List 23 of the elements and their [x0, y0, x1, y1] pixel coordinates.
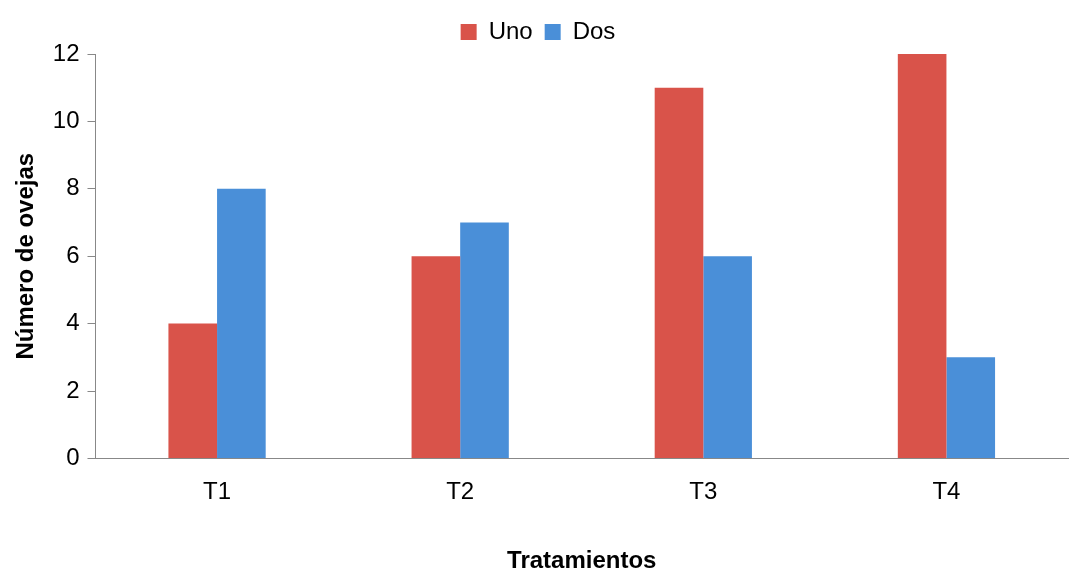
- bar: [168, 323, 218, 458]
- x-tick-label: T2: [446, 477, 475, 505]
- bar: [946, 357, 996, 458]
- legend-label: Uno: [488, 16, 533, 44]
- x-tick-label: T4: [932, 477, 961, 505]
- y-tick-label: 2: [66, 375, 80, 403]
- y-tick-label: 4: [66, 308, 80, 336]
- bar: [460, 222, 509, 458]
- bar: [654, 87, 704, 458]
- bar: [897, 54, 947, 458]
- legend-label: Dos: [572, 16, 616, 44]
- y-tick-label: 0: [66, 443, 80, 471]
- y-tick-label: 6: [66, 240, 80, 268]
- bar: [217, 188, 266, 458]
- y-tick-label: 8: [66, 173, 80, 201]
- y-tick-label: 10: [52, 106, 80, 134]
- x-axis-title: Tratamientos: [507, 546, 657, 574]
- x-tick-label: T1: [203, 477, 232, 505]
- bar: [703, 256, 752, 458]
- y-tick-label: 12: [52, 38, 80, 66]
- bar: [411, 256, 461, 458]
- x-tick-label: T3: [689, 477, 718, 505]
- y-axis-title: Número de ovejas: [11, 152, 39, 360]
